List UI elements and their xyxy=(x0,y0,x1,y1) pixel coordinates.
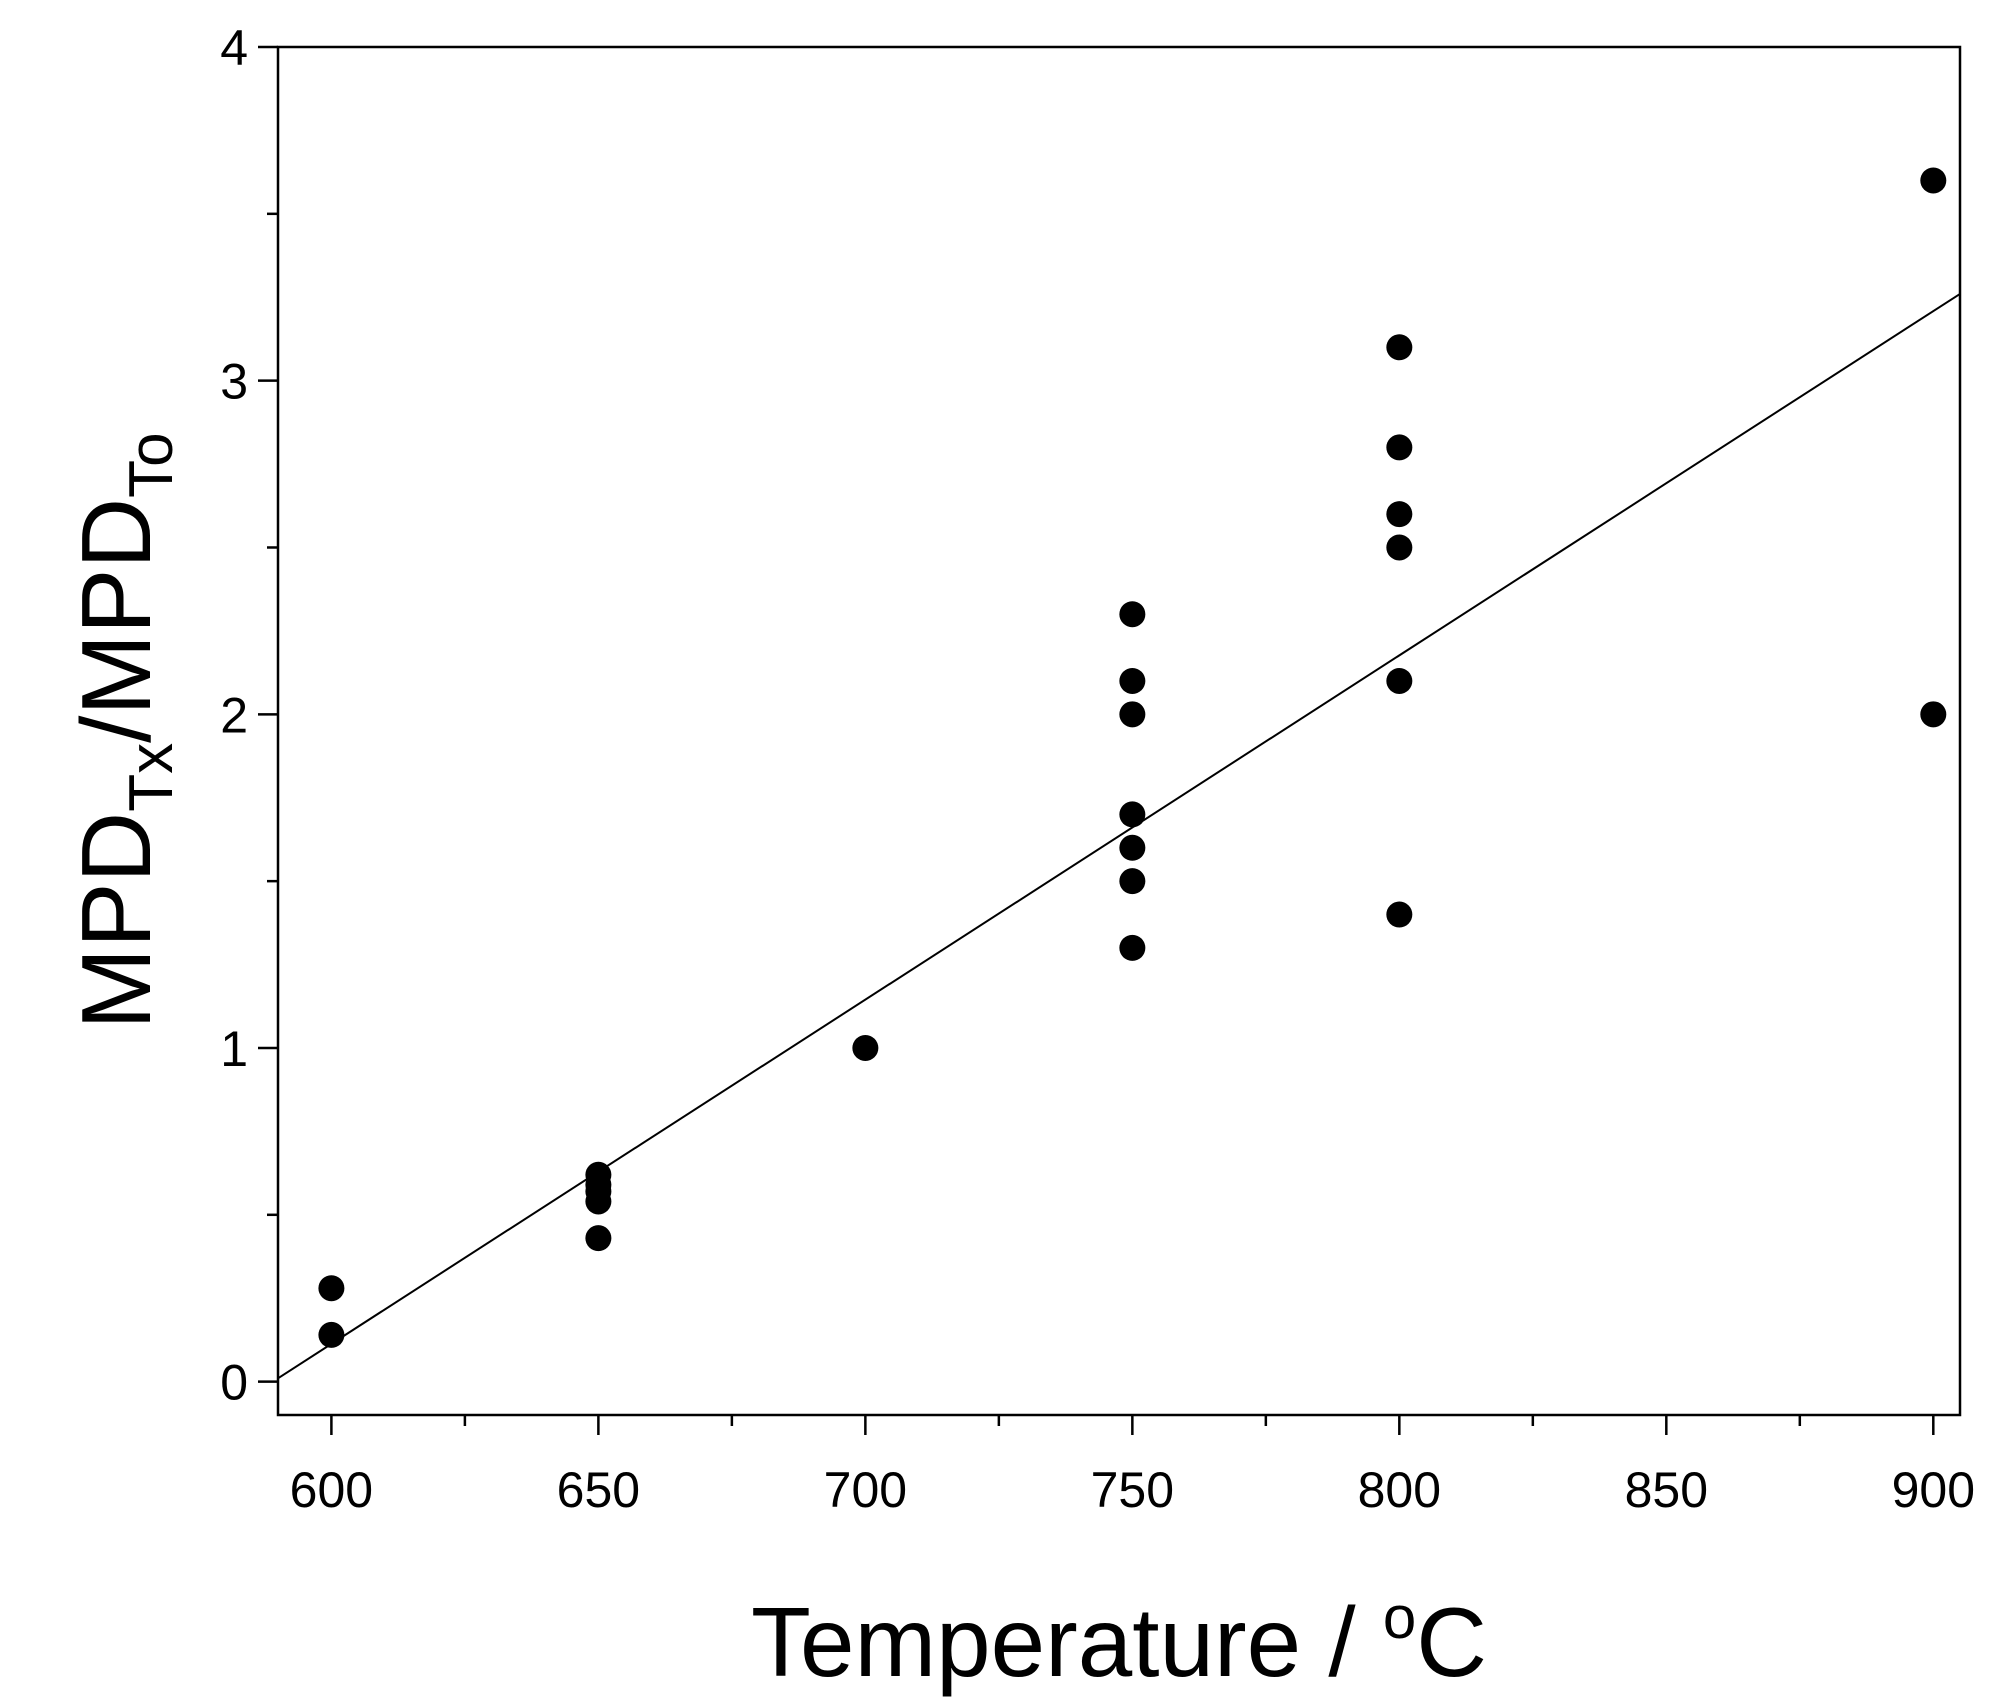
data-point-13 xyxy=(1119,868,1146,895)
x-tick-label-900: 900 xyxy=(1892,1462,1975,1518)
data-point-0 xyxy=(318,1275,345,1302)
y-tick-label-3: 3 xyxy=(220,354,248,410)
data-point-19 xyxy=(1386,667,1413,694)
data-point-16 xyxy=(1386,434,1413,461)
data-point-17 xyxy=(1386,501,1413,528)
data-point-1 xyxy=(318,1321,345,1348)
x-axis-title-main: Temperature / xyxy=(751,1587,1383,1697)
x-axis-title: Temperature / oC xyxy=(751,1584,1487,1697)
x-tick-label-800: 800 xyxy=(1358,1462,1441,1518)
data-point-10 xyxy=(1119,701,1146,728)
data-point-21 xyxy=(1920,167,1947,194)
x-axis-title-unit: C xyxy=(1416,1587,1487,1697)
data-point-20 xyxy=(1386,901,1413,928)
fit-line-group xyxy=(277,293,1961,1380)
data-point-18 xyxy=(1386,534,1413,561)
data-point-11 xyxy=(1119,801,1146,828)
x-tick-label-700: 700 xyxy=(824,1462,907,1518)
data-point-15 xyxy=(1386,334,1413,361)
data-point-9 xyxy=(1119,667,1146,694)
data-point-5 xyxy=(585,1188,612,1215)
y-tick-label-0: 0 xyxy=(220,1355,248,1411)
data-point-12 xyxy=(1119,834,1146,861)
data-point-7 xyxy=(852,1034,879,1061)
data-point-14 xyxy=(1119,934,1146,961)
y-axis-title-subscript2: To xyxy=(117,432,186,497)
y-axis-title-subscript1: Tx xyxy=(117,743,186,812)
x-tick-label-850: 850 xyxy=(1625,1462,1708,1518)
y-tick-label-2: 2 xyxy=(220,687,248,743)
x-axis-title-superscript: o xyxy=(1383,1584,1416,1651)
y-axis-title-part1: MPD xyxy=(61,812,171,1030)
x-tick-label-750: 750 xyxy=(1091,1462,1174,1518)
y-tick-label-4: 4 xyxy=(220,20,248,76)
x-tick-label-600: 600 xyxy=(290,1462,373,1518)
y-tick-label-1: 1 xyxy=(220,1021,248,1077)
fit-line xyxy=(277,293,1961,1380)
data-point-8 xyxy=(1119,601,1146,628)
plot-frame xyxy=(276,45,1962,1417)
y-axis-title-part2: /MPD xyxy=(61,498,171,743)
data-points xyxy=(318,167,1947,1348)
data-point-6 xyxy=(585,1225,612,1252)
y-axis-title: MPDTx/MPDTo xyxy=(61,432,186,1029)
y-axis: 0 1 2 3 4 xyxy=(220,20,278,1411)
x-tick-label-650: 650 xyxy=(557,1462,640,1518)
x-axis: 600 650 700 750 800 850 900 xyxy=(290,1415,1975,1518)
data-point-22 xyxy=(1920,701,1947,728)
